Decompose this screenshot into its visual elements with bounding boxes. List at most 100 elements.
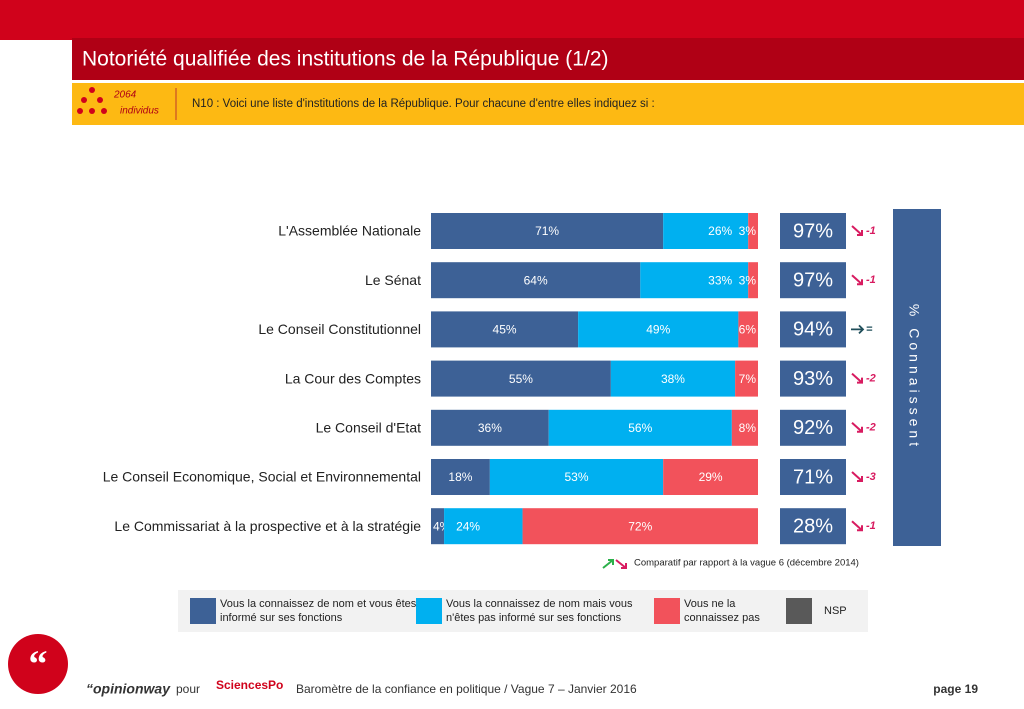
page-number: page 19 [933, 682, 978, 696]
value-label: 45% [493, 323, 517, 337]
question-bar [72, 83, 1024, 125]
total-label: 97% [793, 269, 833, 291]
change-arrow [851, 520, 863, 532]
change-label: -1 [866, 274, 876, 286]
legend-box [178, 590, 868, 632]
change-arrow [851, 225, 863, 236]
change-arrow [851, 422, 863, 433]
category-label: Le Sénat [365, 272, 421, 288]
category-label: Le Conseil Economique, Social et Environ… [103, 469, 421, 485]
sample-unit: individus [120, 106, 159, 117]
top-band [0, 0, 1024, 40]
change-label: -2 [866, 422, 876, 434]
total-box [780, 360, 846, 397]
change-label: = [866, 323, 873, 335]
bar-segment [748, 262, 758, 299]
value-label: 26% [708, 224, 732, 238]
change-label: -1 [866, 520, 876, 532]
people-icon [77, 87, 107, 114]
bar-segment [444, 508, 523, 545]
down-arrow [615, 559, 627, 569]
value-label: 18% [448, 470, 472, 484]
up-arrow [602, 559, 614, 569]
bar-segment [431, 409, 549, 446]
legend-label: NSP [824, 605, 847, 617]
total-label: 93% [793, 368, 833, 390]
category-label: La Cour des Comptes [285, 370, 421, 386]
value-label: 71% [535, 224, 559, 238]
partner: SciencesPo [216, 678, 283, 692]
category-label: Le Conseil Constitutionnel [258, 321, 421, 337]
bar-segment [640, 262, 749, 299]
value-label: 72% [628, 519, 652, 533]
total-box [780, 213, 846, 249]
legend-label: Vous ne la connaissez pas [684, 598, 760, 624]
value-label: 3% [739, 273, 757, 287]
value-label: 53% [564, 470, 588, 484]
bar-segment [489, 459, 664, 495]
total-box [780, 409, 846, 446]
value-label: 6% [739, 323, 757, 337]
bar-segment [431, 508, 445, 545]
bar-segment [731, 409, 758, 446]
bar-segment [663, 459, 758, 495]
bar-segment [431, 360, 611, 397]
legend-label: Vous la connaissez de nom mais vous n'êt… [446, 598, 633, 624]
total-label: 71% [793, 466, 833, 488]
value-label: 56% [628, 421, 652, 435]
total-box [780, 508, 846, 545]
change-arrow [851, 372, 863, 384]
total-label: 97% [793, 220, 833, 242]
change-arrow [851, 324, 865, 335]
bar-segment [431, 213, 664, 249]
total-box [780, 262, 846, 299]
change-arrow [851, 274, 863, 286]
change-label: -3 [866, 471, 876, 483]
category-label: Le Conseil d'Etat [316, 420, 422, 436]
bar-segment [578, 311, 739, 348]
bar-segment [748, 213, 758, 249]
logo-mark: “ [29, 644, 48, 686]
legend-label: Vous la connaissez de nom et vous êtes i… [220, 598, 417, 624]
legend-swatch [190, 598, 216, 624]
total-box [780, 459, 846, 495]
bar-segment [735, 360, 758, 397]
total-label: 92% [793, 417, 833, 439]
bar-segment [548, 409, 732, 446]
brand: “opinionway [86, 681, 171, 697]
title: Notoriété qualifiée des institutions de … [82, 48, 609, 71]
category-label: L'Assemblée Nationale [278, 223, 421, 239]
change-arrow [851, 471, 863, 482]
value-label: 8% [739, 421, 757, 435]
value-label: 24% [456, 519, 480, 533]
total-label: 28% [793, 515, 833, 537]
footer-for: pour [176, 682, 200, 696]
legend-swatch [416, 598, 442, 624]
footer-text: Baromètre de la confiance en politique /… [296, 682, 637, 696]
value-label: 33% [708, 273, 732, 287]
value-label: 29% [699, 470, 723, 484]
sample-count: 2064 [113, 90, 137, 101]
total-label: 94% [793, 319, 833, 341]
bar-segment [431, 311, 579, 348]
bar-segment [738, 311, 758, 348]
legend-swatch [654, 598, 680, 624]
question: N10 : Voici une liste d'institutions de … [192, 98, 655, 110]
bar-segment [431, 459, 490, 495]
value-label: 36% [478, 421, 502, 435]
legend-swatch [786, 598, 812, 624]
bar-segment [663, 213, 749, 249]
value-label: 38% [661, 372, 685, 386]
value-label: 3% [739, 224, 757, 238]
title-bar [72, 38, 1024, 80]
value-label: 49% [646, 323, 670, 337]
change-label: -1 [866, 225, 876, 237]
bar-segment [431, 262, 641, 299]
value-label: 64% [524, 273, 548, 287]
value-label: 55% [509, 372, 533, 386]
bar-segment [522, 508, 758, 545]
total-box [780, 311, 846, 348]
logo [8, 634, 68, 694]
